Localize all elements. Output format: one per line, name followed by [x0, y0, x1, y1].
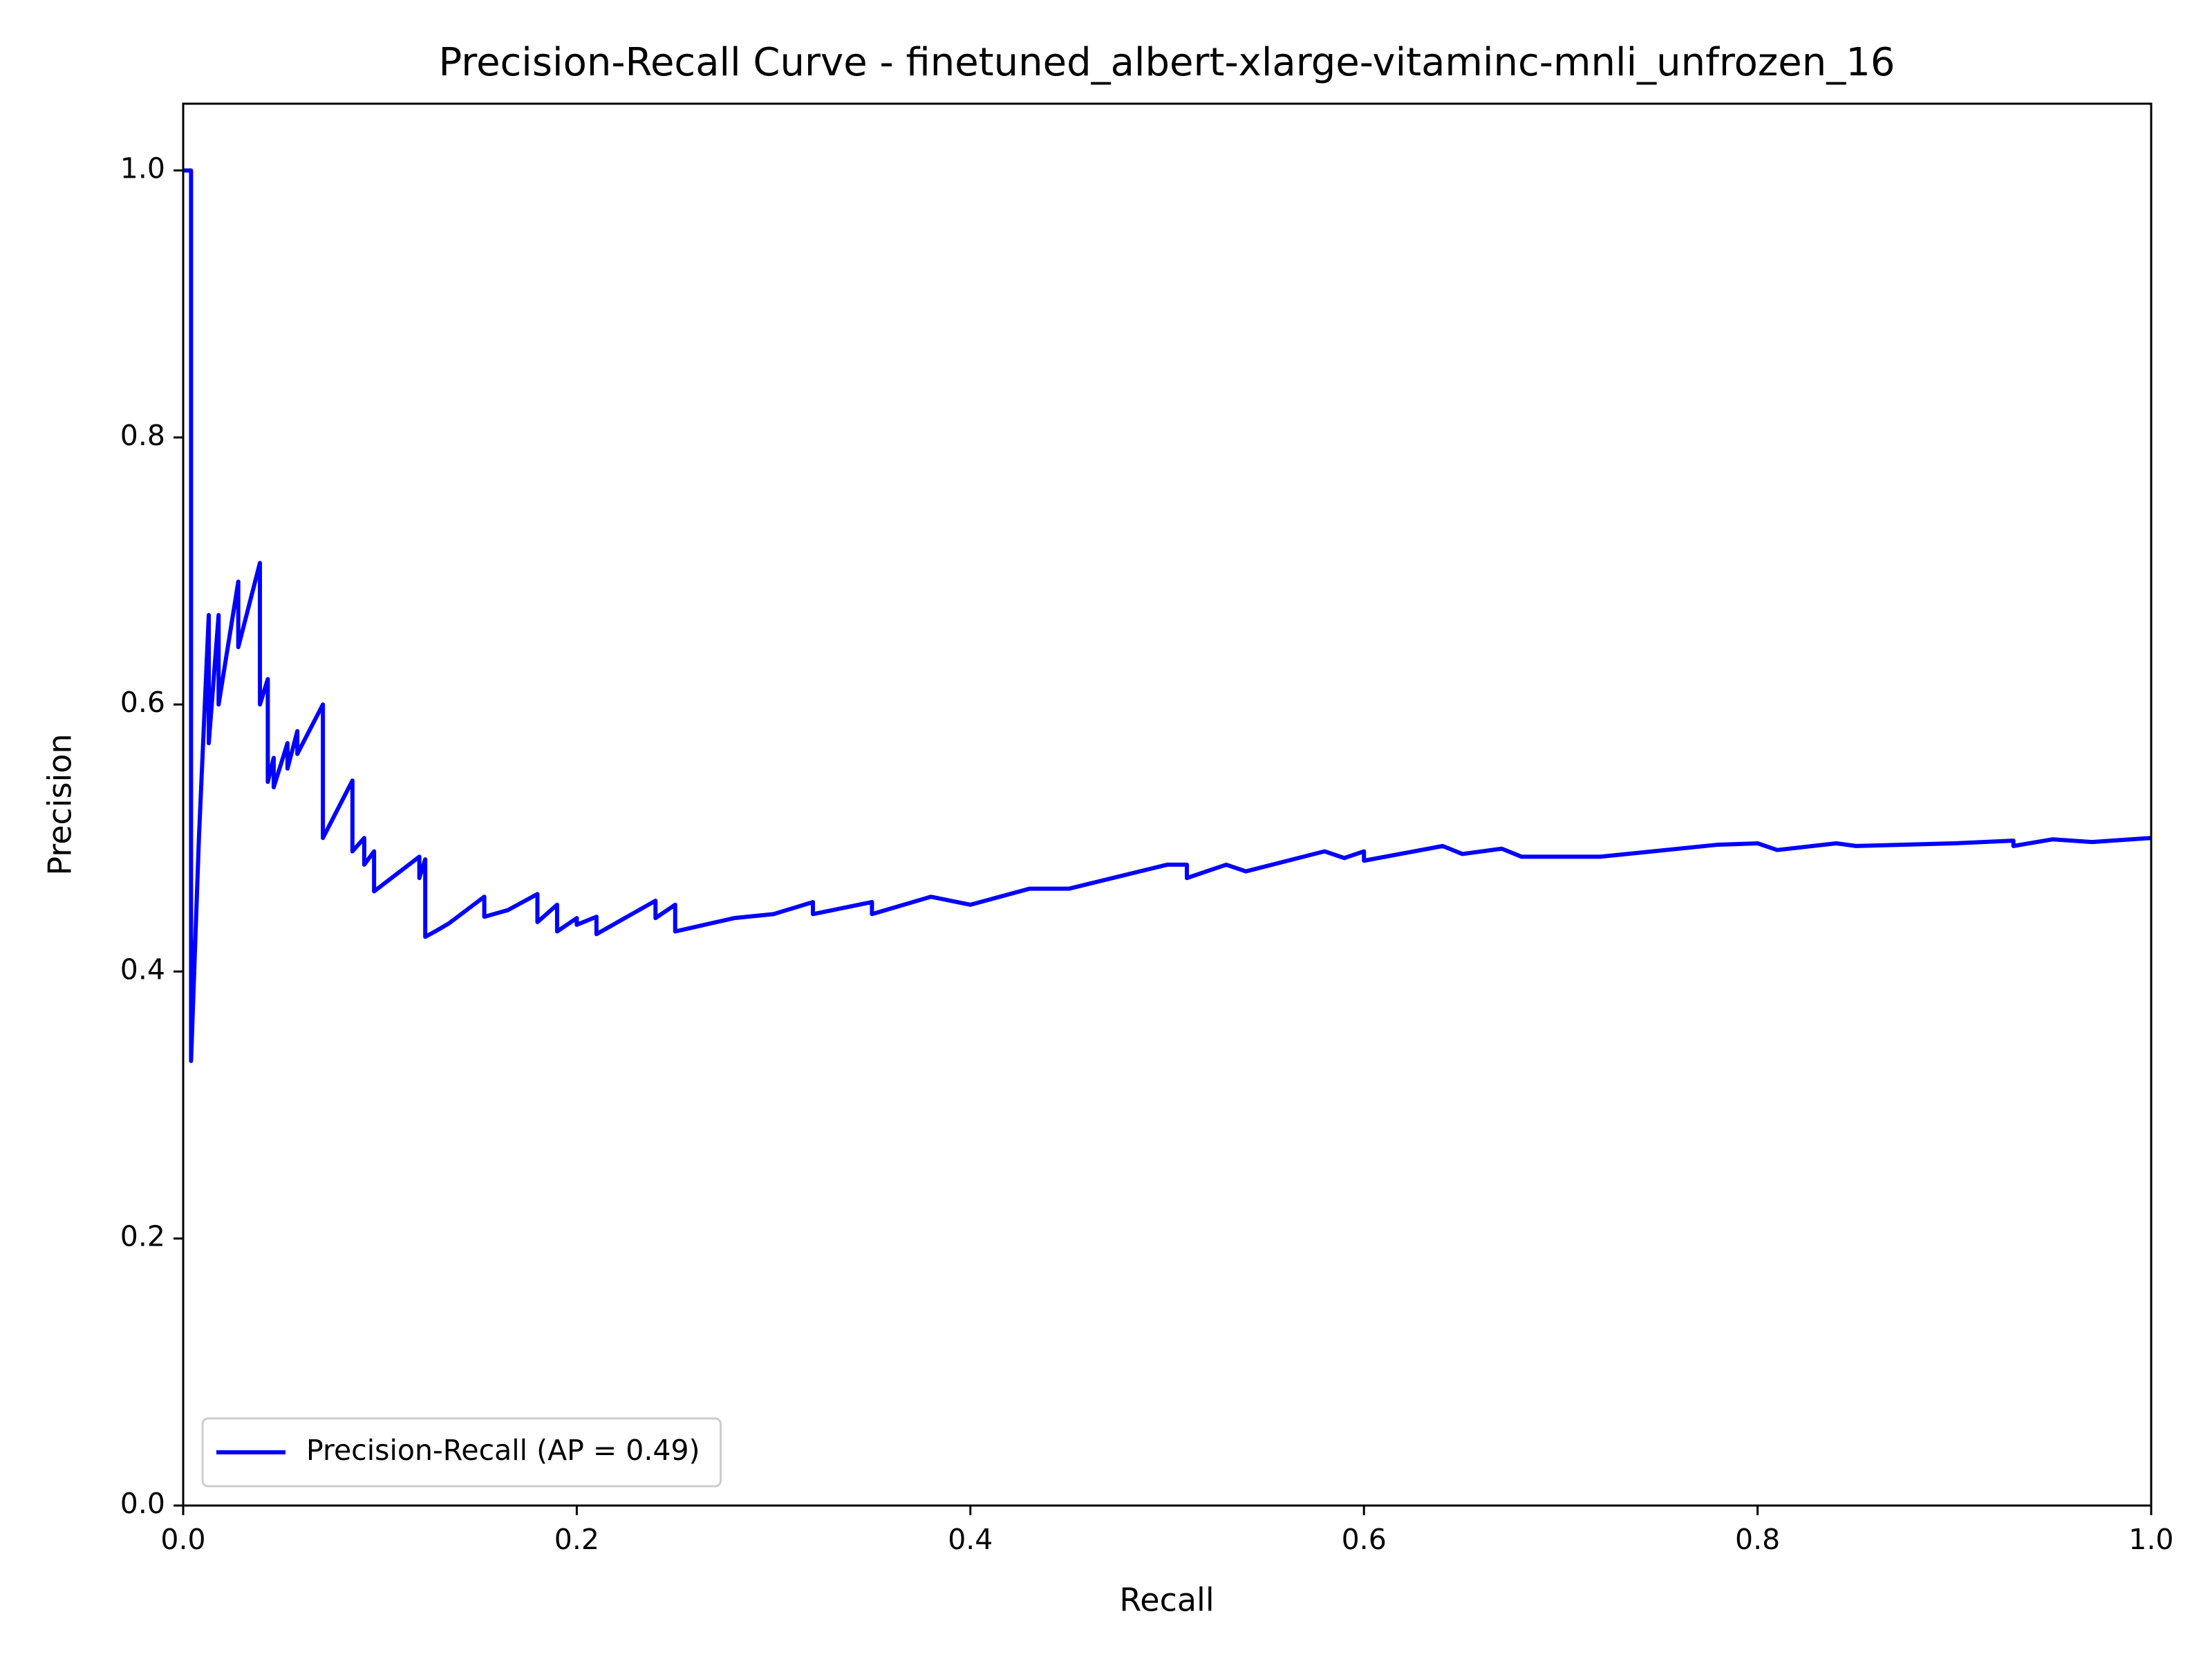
x-axis-label: Recall [1119, 1582, 1214, 1619]
y-tick-label: 0.6 [120, 686, 165, 719]
pr-line [183, 168, 2152, 1063]
x-tick-label: 0.6 [1342, 1523, 1387, 1556]
legend-label: Precision-Recall (AP = 0.49) [306, 1434, 700, 1467]
x-tick-label: 0.0 [160, 1523, 205, 1556]
legend-box [201, 1417, 722, 1488]
x-tick-label: 1.0 [2128, 1523, 2173, 1556]
y-tick-label: 1.0 [120, 152, 165, 185]
plot-frame [182, 102, 2153, 1507]
chart-title: Precision-Recall Curve - finetuned_alber… [438, 40, 1895, 85]
x-tick-label: 0.2 [554, 1523, 599, 1556]
y-tick-label: 0.4 [120, 953, 165, 986]
y-tick-label: 0.8 [120, 419, 165, 452]
x-tick-label: 0.8 [1735, 1523, 1780, 1556]
y-axis-label: Precision [41, 733, 79, 875]
y-tick-label: 0.2 [120, 1220, 165, 1253]
y-tick-label: 0.0 [120, 1487, 165, 1520]
x-tick-label: 0.4 [948, 1523, 993, 1556]
